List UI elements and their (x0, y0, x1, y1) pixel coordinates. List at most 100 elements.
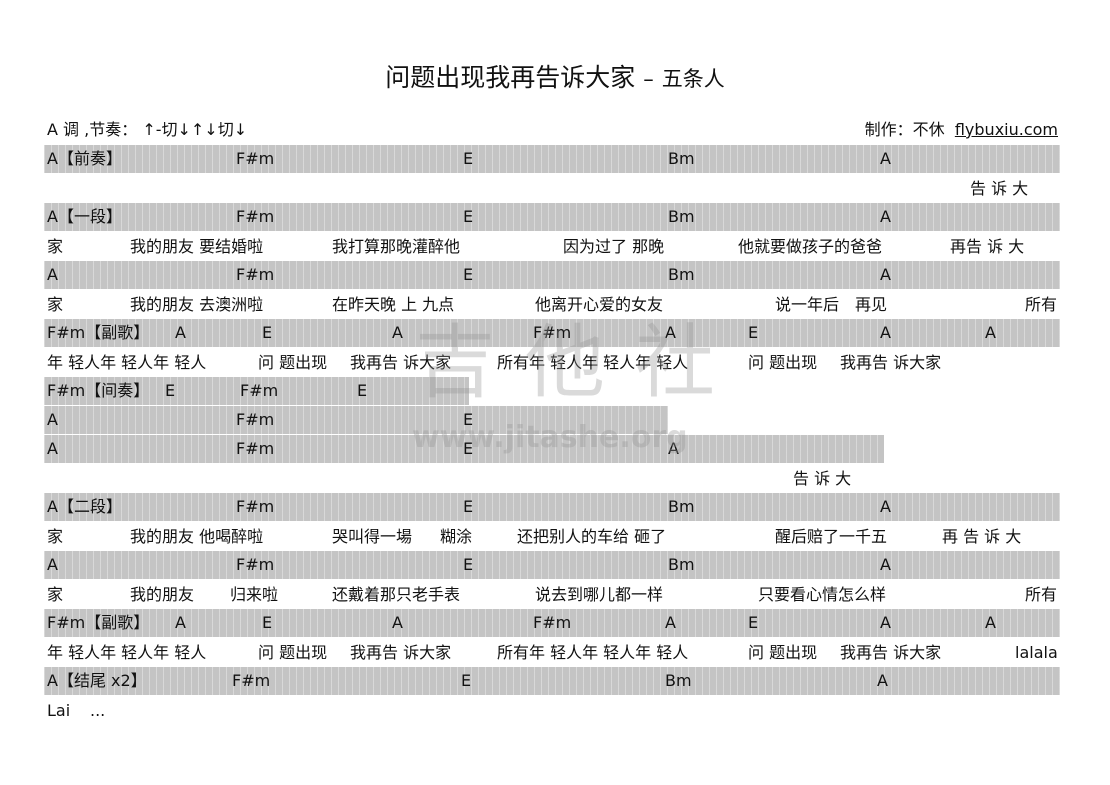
artist-name: 五条人 (661, 67, 725, 91)
lyric-text: lalala (1015, 643, 1058, 662)
chord-row: A F#m E (44, 406, 668, 434)
lyric-text: 糊涂 (440, 527, 473, 546)
chord: A (880, 265, 891, 284)
lyric-text: 说去到哪儿都一样 (535, 585, 664, 604)
chord: F#m (236, 207, 275, 226)
chord: E (262, 323, 273, 342)
lyric-text: Lai (47, 701, 71, 720)
chord: F#m (236, 265, 275, 284)
lyric-row: 告 诉 大 (44, 465, 1060, 493)
chord: Bm (668, 149, 695, 168)
chord: E (461, 671, 472, 690)
lyric-text: 醒后赔了一千五 (775, 527, 888, 546)
lyric-text: 再 告 诉 大 (942, 527, 1022, 546)
chord: A (880, 323, 891, 342)
lyric-text: 在昨天晚 上 九点 (332, 295, 455, 314)
chord: F#m【副歌】 (47, 323, 150, 342)
lyric-text: 还戴着那只老手表 (332, 585, 461, 604)
lyric-text: 只要看心情怎么样 (758, 585, 887, 604)
chord: A (665, 613, 676, 632)
chord: E (748, 323, 759, 342)
chord-row: A【一段】 F#m E Bm A (44, 203, 1060, 231)
chord: E (463, 439, 474, 458)
lyric-text: 我再告 诉大家 (350, 643, 452, 662)
lyric-text: 所有年 轻人年 轻人年 轻人 (497, 353, 689, 372)
lyric-text: 我再告 诉大家 (840, 353, 942, 372)
chord: F#m (240, 381, 279, 400)
chord: A (665, 323, 676, 342)
lyric-text: 家 (47, 295, 64, 314)
chord-row: A【结尾 x2】 F#m E Bm A (44, 667, 1060, 695)
lyric-text: 年 轻人年 轻人年 轻人 (47, 643, 207, 662)
chord: A (47, 439, 58, 458)
strum-pattern: ↑-切↓↑↓切↓ (142, 120, 248, 139)
chord: A (880, 555, 891, 574)
lyric-text: 所有年 轻人年 轻人年 轻人 (497, 643, 689, 662)
lyric-text: 所有 (1025, 585, 1058, 604)
lyric-text: 问 题出现 (258, 643, 328, 662)
lyric-row: 家 我的朋友 去澳洲啦 在昨天晚 上 九点 他离开心爱的女友 说一年后 再见 所有 (44, 291, 1060, 319)
title-text: 问题出现我再告诉大家 (385, 63, 636, 92)
lyric-row: 年 轻人年 轻人年 轻人 问 题出现 我再告 诉大家 所有年 轻人年 轻人年 轻人 问 … (44, 349, 1060, 377)
lyric-text: 我打算那晚灌醉他 (332, 237, 461, 256)
lyric-text: 归来啦 (230, 585, 279, 604)
lyric-row: 家 我的朋友 他喝醉啦 哭叫得一場 糊涂 还把别人的车给 砸了 醒后赔了一千五 再 告 诉 … (44, 523, 1060, 551)
chord-row: A F#m E A (44, 435, 884, 463)
lyric-text: 问 题出现 (748, 643, 818, 662)
chord: A (880, 613, 891, 632)
chord: F#m (236, 497, 275, 516)
chord: E (463, 149, 474, 168)
lyric-text: 哭叫得一場 (332, 527, 413, 546)
chord: A【一段】 (47, 207, 122, 226)
lyric-text: 再告 诉 大 (950, 237, 1025, 256)
chord: Bm (665, 671, 692, 690)
chord: A (175, 613, 186, 632)
chord: A (880, 497, 891, 516)
lyric-text: ... (90, 701, 106, 720)
lyric-text: 所有 (1025, 295, 1058, 314)
chord: A【结尾 x2】 (47, 671, 147, 690)
chord: F#m (232, 671, 271, 690)
chord: F#m (236, 439, 275, 458)
chord: E (357, 381, 368, 400)
chord: A (175, 323, 186, 342)
chord: A (47, 410, 58, 429)
chord: E (463, 410, 474, 429)
chord: E (262, 613, 273, 632)
chord: E (463, 207, 474, 226)
chord: F#m (236, 410, 275, 429)
chord: A (880, 207, 891, 226)
chord: A (877, 671, 888, 690)
lyric-row: 家 我的朋友 要结婚啦 我打算那晚灌醉他 因为过了 那晚 他就要做孩子的爸爸 再告 诉 大 (44, 233, 1060, 261)
lyric-text: 家 (47, 585, 64, 604)
lyric-text: 告 诉 大 (793, 469, 852, 488)
key-rhythm-label: A 调 ,节奏： (47, 120, 138, 139)
chord-row: A【前奏】 F#m E Bm A (44, 145, 1060, 173)
title-separator: – (643, 67, 654, 91)
chord: E (463, 555, 474, 574)
chord: A【二段】 (47, 497, 122, 516)
chord: E (748, 613, 759, 632)
chord: E (463, 265, 474, 284)
chord: Bm (668, 497, 695, 516)
site-link[interactable]: flybuxiu.com (954, 120, 1058, 139)
lyric-row: 年 轻人年 轻人年 轻人 问 题出现 我再告 诉大家 所有年 轻人年 轻人年 轻人 问 … (44, 639, 1060, 667)
chord: F#m (236, 555, 275, 574)
lyric-row: Lai... (44, 697, 1060, 725)
chord: F#m【副歌】 (47, 613, 150, 632)
song-title: 问题出现我再告诉大家 – 五条人 (0, 58, 1110, 94)
lyric-text: 他离开心爱的女友 (535, 295, 664, 314)
lyric-text: 还把别人的车给 砸了 (517, 527, 667, 546)
lyric-text: 我的朋友 (130, 585, 195, 604)
lyric-row: 家 我的朋友 归来啦 还戴着那只老手表 说去到哪儿都一样 只要看心情怎么样 所有 (44, 581, 1060, 609)
chord: A (880, 149, 891, 168)
chord: E (463, 497, 474, 516)
lyric-text: 问 题出现 (258, 353, 328, 372)
chord: A (47, 555, 58, 574)
chord: A【前奏】 (47, 149, 122, 168)
chord: F#m (533, 613, 572, 632)
credit-label: 制作：不休 (864, 120, 945, 139)
chord-row: F#m【副歌】 A E A F#m A E A A (44, 319, 1060, 347)
chord: A (392, 323, 403, 342)
